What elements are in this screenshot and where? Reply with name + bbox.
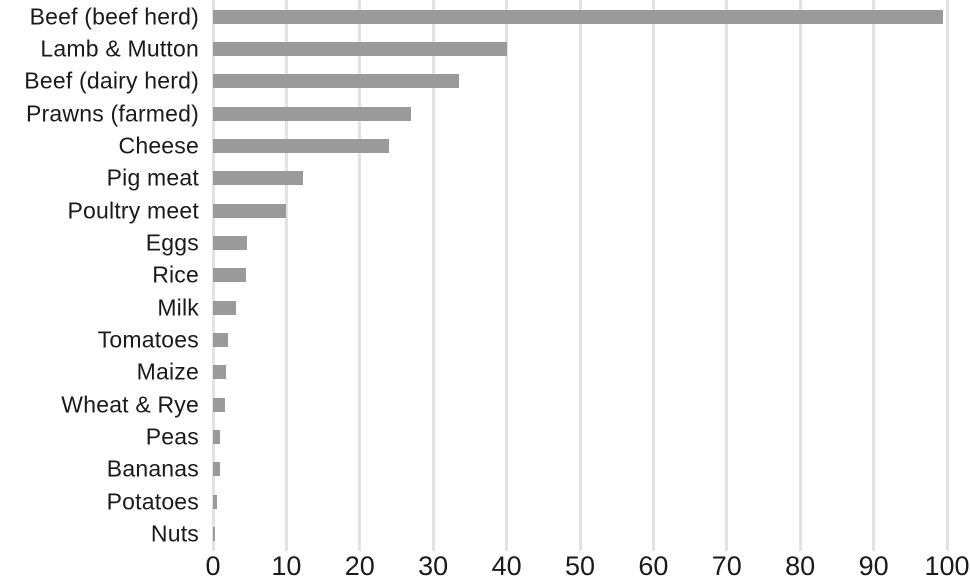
bar bbox=[213, 74, 459, 89]
x-tick-label: 90 bbox=[858, 551, 889, 581]
bar bbox=[213, 430, 221, 445]
category-label: Maize bbox=[136, 358, 199, 385]
category-label: Peas bbox=[145, 423, 199, 450]
category-label: Milk bbox=[157, 294, 199, 321]
bar bbox=[213, 494, 217, 509]
bar bbox=[213, 171, 304, 186]
chart-row: Milk bbox=[0, 291, 970, 324]
chart-row: Lamb & Mutton bbox=[0, 32, 970, 65]
gridline bbox=[505, 0, 509, 551]
category-label: Bananas bbox=[106, 455, 199, 482]
category-label: Eggs bbox=[145, 229, 199, 256]
chart-row: Beef (dairy herd) bbox=[0, 65, 970, 98]
gridline bbox=[651, 0, 655, 551]
chart-row: Potatoes bbox=[0, 485, 970, 518]
chart-row: Maize bbox=[0, 356, 970, 389]
chart-row: Poultry meet bbox=[0, 194, 970, 227]
chart-row: Tomatoes bbox=[0, 324, 970, 357]
category-label: Nuts bbox=[150, 520, 199, 547]
bar bbox=[213, 397, 225, 412]
bar bbox=[213, 41, 507, 56]
bar bbox=[213, 333, 229, 347]
x-tick-label: 70 bbox=[711, 551, 742, 581]
gridline bbox=[725, 0, 729, 551]
category-label: Beef (dairy herd) bbox=[24, 67, 199, 94]
x-tick-label: 60 bbox=[638, 551, 669, 581]
chart-row: Beef (beef herd) bbox=[0, 0, 970, 33]
category-label: Cheese bbox=[118, 132, 199, 159]
bar bbox=[213, 462, 220, 477]
bar bbox=[213, 527, 216, 542]
gridline bbox=[431, 0, 435, 551]
x-tick-label: 10 bbox=[271, 551, 302, 581]
x-tick-label: 80 bbox=[785, 551, 816, 581]
chart-row: Prawns (farmed) bbox=[0, 97, 970, 130]
category-label: Prawns (farmed) bbox=[26, 100, 199, 127]
bar bbox=[213, 300, 237, 315]
x-tick-label: 100 bbox=[924, 551, 970, 581]
bar bbox=[213, 9, 944, 24]
chart-row: Peas bbox=[0, 421, 970, 454]
chart-row: Wheat & Rye bbox=[0, 388, 970, 421]
gridline bbox=[945, 0, 949, 551]
category-label: Rice bbox=[152, 261, 199, 288]
category-label: Tomatoes bbox=[97, 326, 199, 353]
x-tick-label: 50 bbox=[564, 551, 596, 581]
chart-row: Rice bbox=[0, 259, 970, 292]
category-label: Poultry meet bbox=[67, 197, 199, 224]
category-label: Pig meat bbox=[106, 164, 199, 191]
category-label: Wheat & Rye bbox=[61, 391, 199, 418]
x-tick-label: 0 bbox=[205, 551, 221, 581]
bar bbox=[213, 203, 286, 218]
x-tick-label: 20 bbox=[344, 551, 375, 581]
bar bbox=[213, 268, 247, 283]
chart-row: Nuts bbox=[0, 518, 970, 551]
chart-row: Bananas bbox=[0, 453, 970, 486]
x-tick-label: 40 bbox=[491, 551, 522, 581]
category-label: Lamb & Mutton bbox=[40, 35, 199, 62]
gridline bbox=[872, 0, 876, 551]
gridline bbox=[578, 0, 582, 551]
gridline bbox=[798, 0, 802, 551]
chart-row: Pig meat bbox=[0, 162, 970, 195]
x-tick-label: 30 bbox=[418, 551, 449, 581]
category-label: Potatoes bbox=[106, 488, 199, 515]
gridline bbox=[284, 0, 288, 551]
category-label: Beef (beef herd) bbox=[29, 3, 199, 29]
chart-row: Cheese bbox=[0, 129, 970, 162]
bar bbox=[213, 235, 248, 250]
gridline bbox=[358, 0, 362, 551]
bar bbox=[213, 106, 412, 121]
bar bbox=[213, 138, 390, 153]
chart-row: Eggs bbox=[0, 226, 970, 259]
bar bbox=[213, 365, 227, 380]
